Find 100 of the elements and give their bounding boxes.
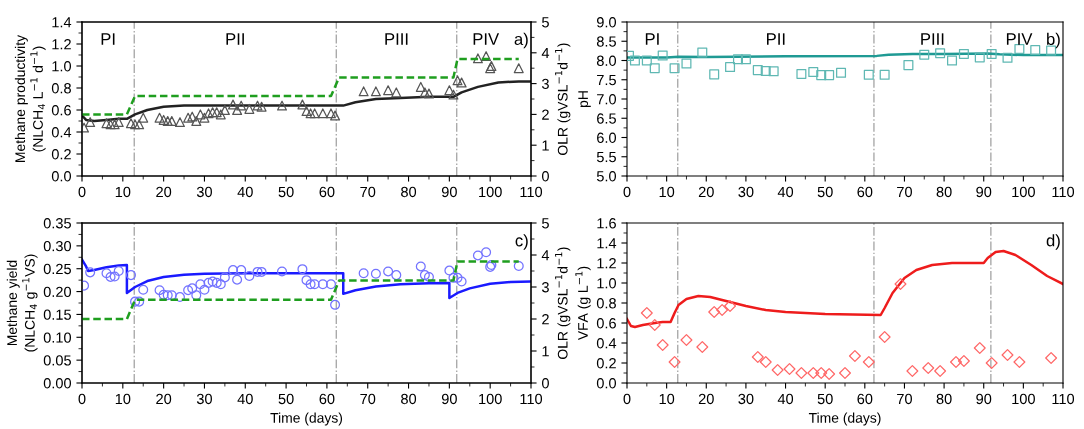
x-tick-label: 110: [1052, 393, 1075, 405]
y2-tick-label: 2: [542, 314, 549, 325]
annotation: PII: [226, 33, 244, 45]
y-tick-label: 6.0: [597, 132, 617, 143]
x-tick-label: 30: [738, 393, 754, 405]
y2-tick-label: 0: [541, 378, 549, 389]
x-tick-label: 50: [278, 393, 294, 405]
x-tick-label: 40: [777, 186, 794, 198]
y-tick-label: 8.0: [596, 55, 617, 66]
x-tick-label: 70: [360, 186, 376, 198]
x-axis-title: Time (days): [270, 412, 343, 426]
y2-axis-title: OLR (gVSL$^{−1}$d$^{−1}$): [555, 43, 571, 155]
x-tick-label: 90: [441, 393, 457, 405]
y-tick-label: 7.0: [597, 94, 617, 105]
x-tick-label: 0: [78, 186, 86, 198]
y-tick-label: 1.2: [52, 39, 71, 50]
y-tick-label: 0.05: [43, 355, 71, 366]
x-tick-label: 10: [659, 186, 675, 198]
y-tick-label: 0.20: [43, 286, 72, 297]
annotation: PIII: [385, 33, 408, 45]
y2-tick-label: 4: [541, 250, 550, 261]
x-tick-label: 20: [698, 393, 714, 405]
x-tick-label: 100: [1012, 393, 1035, 405]
y-tick-label: 7.5: [597, 75, 616, 86]
x-tick-label: 60: [319, 393, 335, 405]
x-tick-label: 10: [115, 393, 131, 405]
annotation: a): [514, 32, 528, 49]
y2-tick-label: 3: [541, 282, 549, 293]
x-tick-label: 50: [817, 393, 833, 405]
x-tick-label: 70: [360, 393, 376, 405]
y2-tick-label: 3: [541, 78, 549, 90]
x-tick-label: 30: [738, 186, 754, 198]
y-tick-label: 0.35: [43, 218, 71, 229]
x-tick-label: 30: [196, 186, 212, 198]
y-tick-label: 0.0: [596, 378, 617, 389]
x-tick-label: 110: [1052, 186, 1075, 198]
x-tick-label: 90: [441, 186, 457, 198]
x-tick-label: 20: [156, 186, 172, 198]
annotation: c): [515, 234, 528, 250]
y-tick-label: 0.30: [43, 240, 72, 252]
y2-tick-label: 1: [542, 140, 549, 151]
y-tick-label: 1.2: [597, 258, 616, 269]
y-tick-label: 0.10: [43, 332, 72, 343]
x-tick-label: 90: [976, 393, 992, 405]
y-axis-title: VFA (g L$^{−1}$): [575, 266, 591, 341]
y-tick-label: 0.2: [596, 358, 616, 369]
x-tick-label: 80: [401, 186, 417, 198]
annotation: d): [1046, 234, 1060, 250]
y-tick-label: 0.6: [596, 318, 616, 329]
annotation: PI: [645, 33, 659, 45]
y-tick-label: 0.15: [43, 309, 71, 320]
y-tick-label: 0.4: [596, 338, 617, 349]
y-tick-label: 6.5: [597, 113, 616, 124]
x-tick-label: 80: [936, 186, 952, 198]
x-tick-label: 110: [520, 393, 543, 405]
x-tick-label: 0: [78, 393, 86, 405]
y2-axis-title: OLR (gVSL$^{−1}$d$^{−1}$): [555, 247, 571, 359]
x-tick-label: 20: [156, 393, 172, 405]
y-tick-label: 0.4: [51, 127, 72, 138]
annotation: PI: [101, 33, 115, 45]
y-tick-label: 1.4: [597, 238, 617, 249]
y-tick-label: 8.5: [596, 36, 616, 47]
y-tick-label: 0.8: [596, 298, 616, 309]
x-tick-label: 40: [237, 186, 253, 198]
y-tick-label: 5.5: [596, 152, 616, 163]
x-tick-label: 80: [401, 393, 417, 405]
x-tick-label: 90: [976, 186, 992, 198]
x-tick-label: 100: [479, 186, 502, 198]
y-tick-label: 0.2: [51, 149, 71, 160]
x-tick-label: 10: [115, 186, 131, 198]
annotation: b): [1047, 32, 1060, 49]
y2-tick-label: 4: [541, 48, 550, 59]
x-tick-label: 10: [659, 393, 675, 405]
x-tick-label: 50: [278, 186, 294, 198]
x-tick-label: 0: [623, 186, 631, 198]
x-tick-label: 70: [897, 186, 912, 198]
y-tick-label: 0.6: [51, 105, 71, 116]
y-tick-label: 0.00: [43, 378, 72, 389]
y2-tick-label: 5: [542, 218, 549, 229]
y-tick-label: 0.25: [43, 263, 71, 275]
x-tick-label: 20: [698, 186, 714, 198]
y-tick-label: 1.0: [597, 278, 617, 289]
x-tick-label: 100: [1012, 186, 1035, 198]
y-tick-label: 1.4: [52, 17, 72, 28]
annotation: PIII: [921, 33, 944, 45]
x-tick-label: 60: [857, 186, 873, 198]
x-tick-label: 40: [237, 393, 253, 405]
y-axis-title: Methane productivity (NLCH$_{4}$ L$^{−1}$ d$^{−1}$): [14, 34, 46, 162]
y-tick-label: 1.6: [597, 218, 616, 229]
annotation: PIV: [473, 33, 500, 45]
x-tick-label: 60: [857, 393, 873, 405]
x-tick-label: 110: [520, 186, 543, 198]
x-tick-label: 0: [623, 393, 631, 405]
x-tick-label: 30: [196, 393, 212, 405]
y2-tick-label: 0: [541, 171, 549, 182]
y-axis-title: pH: [578, 91, 591, 107]
y2-tick-label: 1: [542, 346, 549, 357]
y-tick-label: 0.8: [51, 83, 71, 94]
annotation: PII: [767, 33, 785, 45]
y-tick-label: 0.0: [51, 171, 72, 182]
